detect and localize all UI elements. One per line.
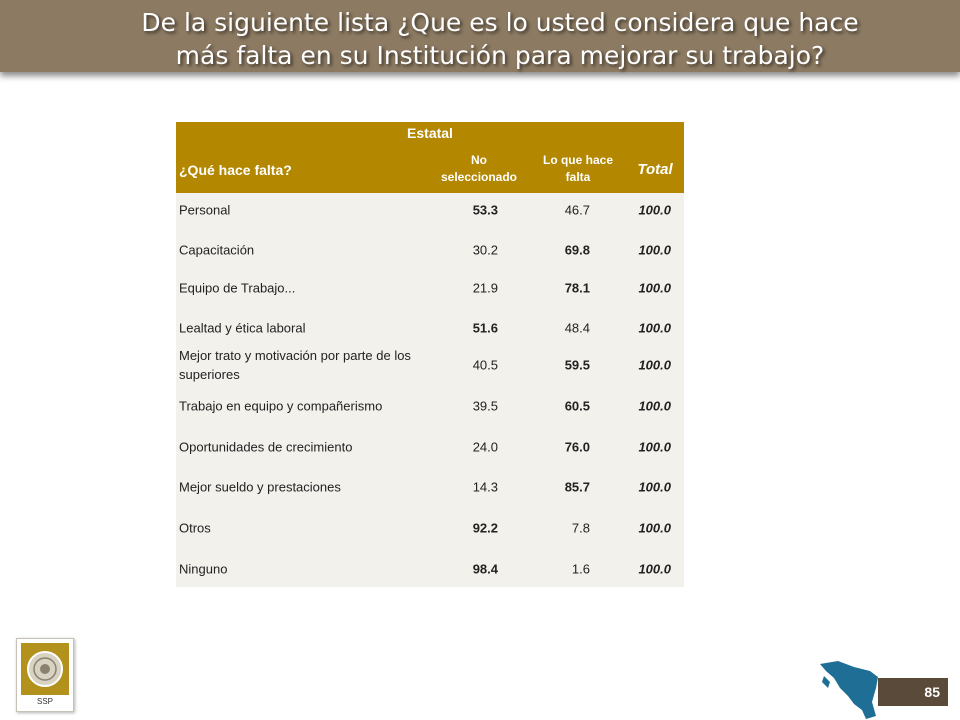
table-row: Mejor sueldo y prestaciones 14.3 85.7 100.0 [176, 467, 684, 507]
total-cell: 100.0 [638, 520, 671, 536]
results-table: Estatal ¿Qué hace falta? No seleccionado… [176, 122, 684, 587]
table-row: Capacitación 30.2 69.8 100.0 [176, 230, 684, 270]
row-label: Oportunidades de crecimiento [179, 439, 353, 455]
row-label: Mejor trato y motivación por parte de lo… [179, 348, 411, 382]
seal-icon [21, 643, 69, 695]
no-seleccionado-cell: 98.4 [472, 561, 498, 577]
lo-que-hace-falta-cell: 46.7 [564, 202, 590, 218]
lo-que-hace-falta-cell: 78.1 [564, 280, 590, 296]
column-header-falta-line1: Lo que hace [542, 153, 613, 167]
slide-title: De la siguiente lista ¿Que es lo usted c… [40, 6, 960, 72]
total-cell: 100.0 [638, 242, 671, 258]
table-row: Lealtad y ética laboral 51.6 48.4 100.0 [176, 308, 684, 348]
column-header-no-seleccionado: No seleccionado [424, 152, 534, 186]
table-row: Oportunidades de crecimiento 24.0 76.0 100.… [176, 427, 684, 467]
lo-que-hace-falta-cell: 59.5 [564, 357, 590, 373]
no-seleccionado-cell: 14.3 [472, 479, 498, 495]
sonora-map-icon [820, 661, 878, 719]
slide-title-line1: De la siguiente lista ¿Que es lo usted c… [141, 8, 859, 37]
page-number: 85 [878, 678, 948, 706]
no-seleccionado-cell: 53.3 [472, 202, 498, 218]
total-cell: 100.0 [638, 202, 671, 218]
no-seleccionado-cell: 40.5 [472, 357, 498, 373]
total-cell: 100.0 [638, 280, 671, 296]
row-label: Capacitación [179, 242, 255, 258]
row-label: Equipo de Trabajo... [179, 280, 296, 296]
no-seleccionado-cell: 21.9 [472, 280, 498, 296]
table-row: Personal 53.3 46.7 100.0 [176, 190, 684, 230]
row-label: Personal [179, 202, 231, 218]
slide-title-line2: más falta en su Institución para mejorar… [175, 41, 825, 70]
row-label: Mejor sueldo y prestaciones [179, 479, 341, 495]
lo-que-hace-falta-cell: 7.8 [571, 520, 590, 536]
row-label: Ninguno [179, 561, 228, 577]
lo-que-hace-falta-cell: 69.8 [564, 242, 590, 258]
group-header: Estatal [407, 125, 453, 141]
logo-label: SSP [36, 697, 53, 706]
total-cell: 100.0 [638, 479, 671, 495]
column-header-question: ¿Qué hace falta? [179, 162, 292, 178]
row-label: Lealtad y ética laboral [179, 320, 306, 336]
table-row: Ninguno 98.4 1.6 100.0 [176, 549, 684, 589]
total-cell: 100.0 [638, 320, 671, 336]
total-cell: 100.0 [638, 561, 671, 577]
total-cell: 100.0 [638, 357, 671, 373]
lo-que-hace-falta-cell: 1.6 [571, 561, 590, 577]
column-header-total: Total [637, 161, 673, 178]
table-row: Otros 92.2 7.8 100.0 [176, 508, 684, 548]
no-seleccionado-cell: 24.0 [472, 439, 498, 455]
lo-que-hace-falta-cell: 60.5 [564, 398, 590, 414]
no-seleccionado-cell: 30.2 [472, 242, 498, 258]
lo-que-hace-falta-cell: 76.0 [564, 439, 590, 455]
table-row: Trabajo en equipo y compañerismo 39.5 60.5… [176, 386, 684, 426]
lo-que-hace-falta-cell: 85.7 [564, 479, 590, 495]
table-header: Estatal ¿Qué hace falta? No seleccionado… [176, 122, 684, 193]
column-header-falta-line2: falta [565, 170, 591, 184]
column-header-no-line2: seleccionado [440, 170, 518, 184]
ssp-logo: SSP [16, 638, 74, 712]
lo-que-hace-falta-cell: 48.4 [564, 320, 590, 336]
column-header-no-line1: No [471, 153, 487, 167]
table-row: Mejor trato y motivación por parte de lo… [176, 345, 684, 385]
column-header-lo-que-hace-falta: Lo que hace falta [528, 152, 628, 186]
no-seleccionado-cell: 92.2 [472, 520, 498, 536]
row-label: Trabajo en equipo y compañerismo [179, 398, 383, 414]
total-cell: 100.0 [638, 439, 671, 455]
row-label: Otros [179, 520, 211, 536]
no-seleccionado-cell: 39.5 [472, 398, 498, 414]
table-row: Equipo de Trabajo... 21.9 78.1 100.0 [176, 268, 684, 308]
total-cell: 100.0 [638, 398, 671, 414]
no-seleccionado-cell: 51.6 [472, 320, 498, 336]
title-bar: De la siguiente lista ¿Que es lo usted c… [0, 0, 960, 72]
